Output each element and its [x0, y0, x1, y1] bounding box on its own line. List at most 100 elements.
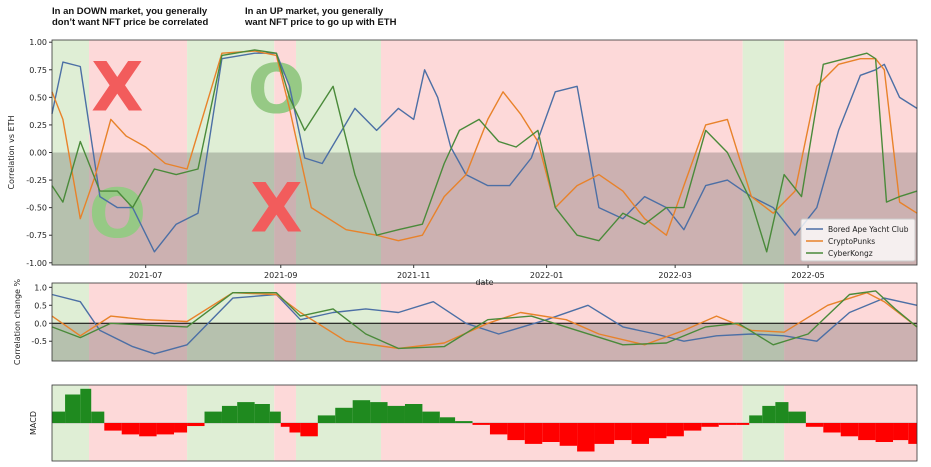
y-tick-label: -0.25	[26, 176, 47, 185]
regime-band-down	[784, 283, 917, 361]
macd-bar	[237, 402, 255, 423]
series-line-cyberkongz	[51, 290, 918, 350]
x-tick-label: 2022-03	[658, 271, 691, 280]
macd-bar	[187, 423, 205, 427]
macd-bar	[335, 407, 353, 423]
macd-bar	[317, 415, 336, 423]
x-tick-label: 2021-09	[264, 271, 297, 280]
macd-bar	[718, 423, 737, 425]
y-axis-label: MACD	[29, 411, 38, 435]
macd-bar	[893, 423, 909, 441]
up-note-line1: In an UP market, you generally	[245, 6, 384, 17]
macd-bar	[174, 423, 188, 433]
regime-band-up	[296, 283, 382, 361]
regime-band-down	[274, 283, 297, 361]
macd-bar	[289, 423, 301, 433]
y-tick-label: 0.00	[29, 149, 47, 158]
legend-box	[800, 218, 916, 262]
macd-bar	[683, 423, 702, 431]
macd-bar	[666, 423, 684, 437]
x-tick-label: 2022-05	[791, 271, 824, 280]
regime-band-up	[52, 40, 90, 265]
panel-frame	[51, 384, 918, 462]
macd-bar	[631, 423, 650, 444]
macd-bar	[489, 423, 508, 435]
macd-bar	[559, 423, 578, 446]
macd-bar	[52, 411, 66, 423]
macd-bar	[121, 423, 140, 435]
x-tick-label: 2021-11	[397, 271, 430, 280]
y-tick-label: 1.00	[29, 38, 47, 47]
macd-bar	[455, 421, 473, 423]
down-note-line1: In an DOWN market, you generally	[52, 6, 208, 17]
x-axis-label: date	[475, 278, 493, 287]
legend-label: CyberKongz	[828, 249, 873, 258]
macd-bar	[300, 423, 318, 437]
macd-bar	[204, 411, 222, 423]
panel-frame	[51, 282, 918, 362]
macd-bar	[280, 423, 290, 427]
legend-label: CryptoPunks	[828, 237, 875, 246]
y-tick-label: -0.50	[26, 204, 47, 213]
regime-band-down	[89, 40, 188, 265]
y-tick-label: -1.00	[26, 259, 47, 268]
macd-bar	[840, 423, 859, 437]
down-market-note: In an DOWN market, you generally don’t w…	[52, 6, 208, 28]
macd-bar	[736, 423, 750, 425]
macd-bar	[370, 402, 388, 423]
macd-bar	[387, 405, 405, 423]
down-note-line2: don’t want NFT price be correlated	[52, 17, 209, 28]
series-line-bored-ape-yacht-club	[51, 293, 918, 355]
series-line-cyberkongz	[51, 49, 918, 253]
macd-bar	[649, 423, 667, 439]
macd-bar	[352, 400, 371, 423]
macd-bar	[404, 404, 423, 423]
macd-bar	[65, 394, 81, 423]
y-tick-label: 1.0	[34, 283, 47, 292]
y-tick-label: -0.75	[26, 231, 47, 240]
macd-bar	[254, 404, 270, 423]
regime-band-down	[381, 283, 743, 361]
y-axis-label: Correlation vs ETH	[7, 115, 16, 189]
annotation-mark-3: X	[250, 170, 302, 249]
macd-bar	[908, 423, 917, 444]
macd-bar	[80, 388, 92, 423]
up-note-line2: want NFT price to go up with ETH	[245, 17, 397, 28]
macd-bar	[156, 423, 175, 435]
macd-bar	[701, 423, 719, 427]
macd-bar	[91, 411, 105, 423]
y-tick-label: 0.5	[34, 301, 47, 310]
macd-bar	[762, 405, 776, 423]
y-tick-label: -0.5	[31, 337, 47, 346]
macd-bar	[524, 423, 543, 444]
legend-label: Bored Ape Yacht Club	[828, 225, 909, 234]
regime-band-up	[296, 40, 382, 265]
y-tick-label: 0.0	[34, 319, 47, 328]
x-tick-label: 2022-01	[530, 271, 563, 280]
series-line-cryptopunks	[51, 50, 918, 242]
annotation-mark-1: O	[88, 175, 146, 254]
macd-bar	[439, 417, 456, 423]
regime-band-up	[742, 40, 785, 265]
y-tick-label: 0.50	[29, 93, 47, 102]
y-axis-label: Correlation change %	[13, 278, 22, 365]
regime-band-down	[274, 40, 297, 265]
macd-bar	[614, 423, 632, 441]
macd-bar	[221, 405, 238, 423]
macd-bar	[422, 411, 440, 423]
macd-bar	[749, 415, 763, 423]
macd-bar	[775, 402, 789, 423]
y-tick-label: 0.25	[29, 121, 47, 130]
macd-bar	[269, 411, 281, 423]
y-tick-label: 0.75	[29, 66, 47, 75]
regime-band-up	[742, 283, 785, 361]
macd-bar	[577, 423, 595, 452]
macd-bar	[823, 423, 841, 433]
macd-bar	[594, 423, 615, 444]
macd-bar	[805, 423, 824, 427]
macd-bar	[472, 423, 490, 425]
macd-bar	[139, 423, 157, 437]
macd-bar	[875, 423, 894, 442]
x-tick-label: 2021-07	[129, 271, 162, 280]
